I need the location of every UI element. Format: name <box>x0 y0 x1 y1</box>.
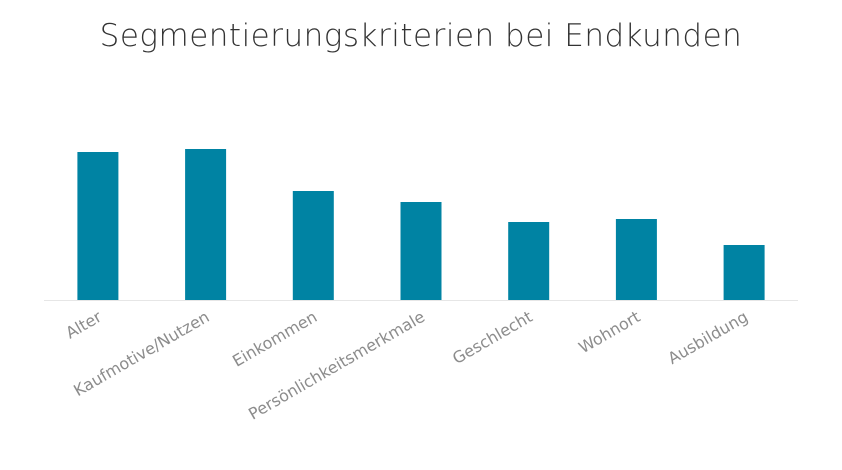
x-tick-label-3: Persönlichkeitsmerkmale <box>245 307 428 424</box>
x-tick-label-2: Einkommen <box>229 307 320 371</box>
x-tick-label-5: Wohnort <box>575 307 643 357</box>
x-tick-label-6: Ausbildung <box>665 307 752 368</box>
x-tick-label-0: Alter <box>62 307 105 343</box>
bar-1 <box>185 149 227 300</box>
bar-0 <box>77 152 119 300</box>
chart-title: Segmentierungskriterien bei Endkunden <box>99 18 743 54</box>
bar-6 <box>723 245 765 300</box>
bar-3 <box>400 202 442 300</box>
bar-2 <box>292 191 334 300</box>
bar-group <box>77 149 765 300</box>
x-tick-label-4: Geschlecht <box>449 307 536 368</box>
bar-4 <box>508 222 550 300</box>
bar-5 <box>615 219 657 300</box>
